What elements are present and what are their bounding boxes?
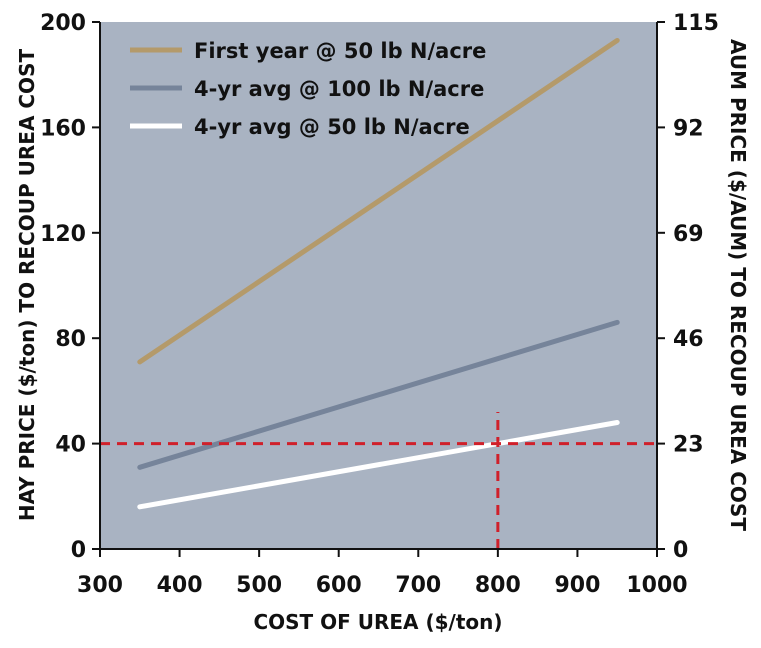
y2-tick-label: 69	[673, 222, 704, 247]
axes	[92, 21, 665, 557]
tick-labels: 300 400 500 600 700 800 900 1000 0 40 80 120 160 200 0…	[40, 11, 719, 598]
x-tick-label: 700	[395, 573, 441, 598]
legend-label-3: 4-yr avg @ 50 lb N/acre	[194, 115, 470, 139]
series-line-3	[137, 420, 620, 510]
y2-tick-label: 23	[673, 433, 704, 458]
x-tick-label: 500	[236, 573, 282, 598]
y2-axis-title: AUM PRICE ($/AUM) TO RECOUP UREA COST	[726, 39, 750, 531]
x-tick-label: 1000	[626, 573, 687, 598]
x-tick-label: 400	[157, 573, 203, 598]
legend: First year @ 50 lb N/acre 4-yr avg @ 100 …	[130, 39, 486, 139]
y-tick-label: 40	[55, 433, 86, 458]
x-tick-label: 800	[475, 573, 521, 598]
y2-tick-label: 92	[673, 116, 704, 141]
x-tick-label: 900	[554, 573, 600, 598]
y-axis-title: HAY PRICE ($/ton) TO RECOUP UREA COST	[15, 49, 39, 522]
y2-tick-label: 46	[673, 327, 704, 352]
y2-tick-label: 115	[673, 11, 719, 36]
y-tick-label: 0	[71, 538, 86, 563]
y2-tick-label: 0	[673, 538, 688, 563]
x-tick-label: 300	[77, 573, 123, 598]
series-line-1	[137, 37, 620, 365]
x-tick-label: 600	[316, 573, 362, 598]
reference-lines	[100, 411, 657, 549]
plot-background	[100, 22, 657, 549]
legend-label-1: First year @ 50 lb N/acre	[194, 39, 486, 63]
legend-label-2: 4-yr avg @ 100 lb N/acre	[194, 77, 484, 101]
y-tick-label: 120	[40, 222, 86, 247]
x-axis-title: COST OF UREA ($/ton)	[253, 610, 502, 634]
y-tick-label: 200	[40, 11, 86, 36]
y-tick-label: 160	[40, 116, 86, 141]
y-tick-label: 80	[55, 327, 86, 352]
